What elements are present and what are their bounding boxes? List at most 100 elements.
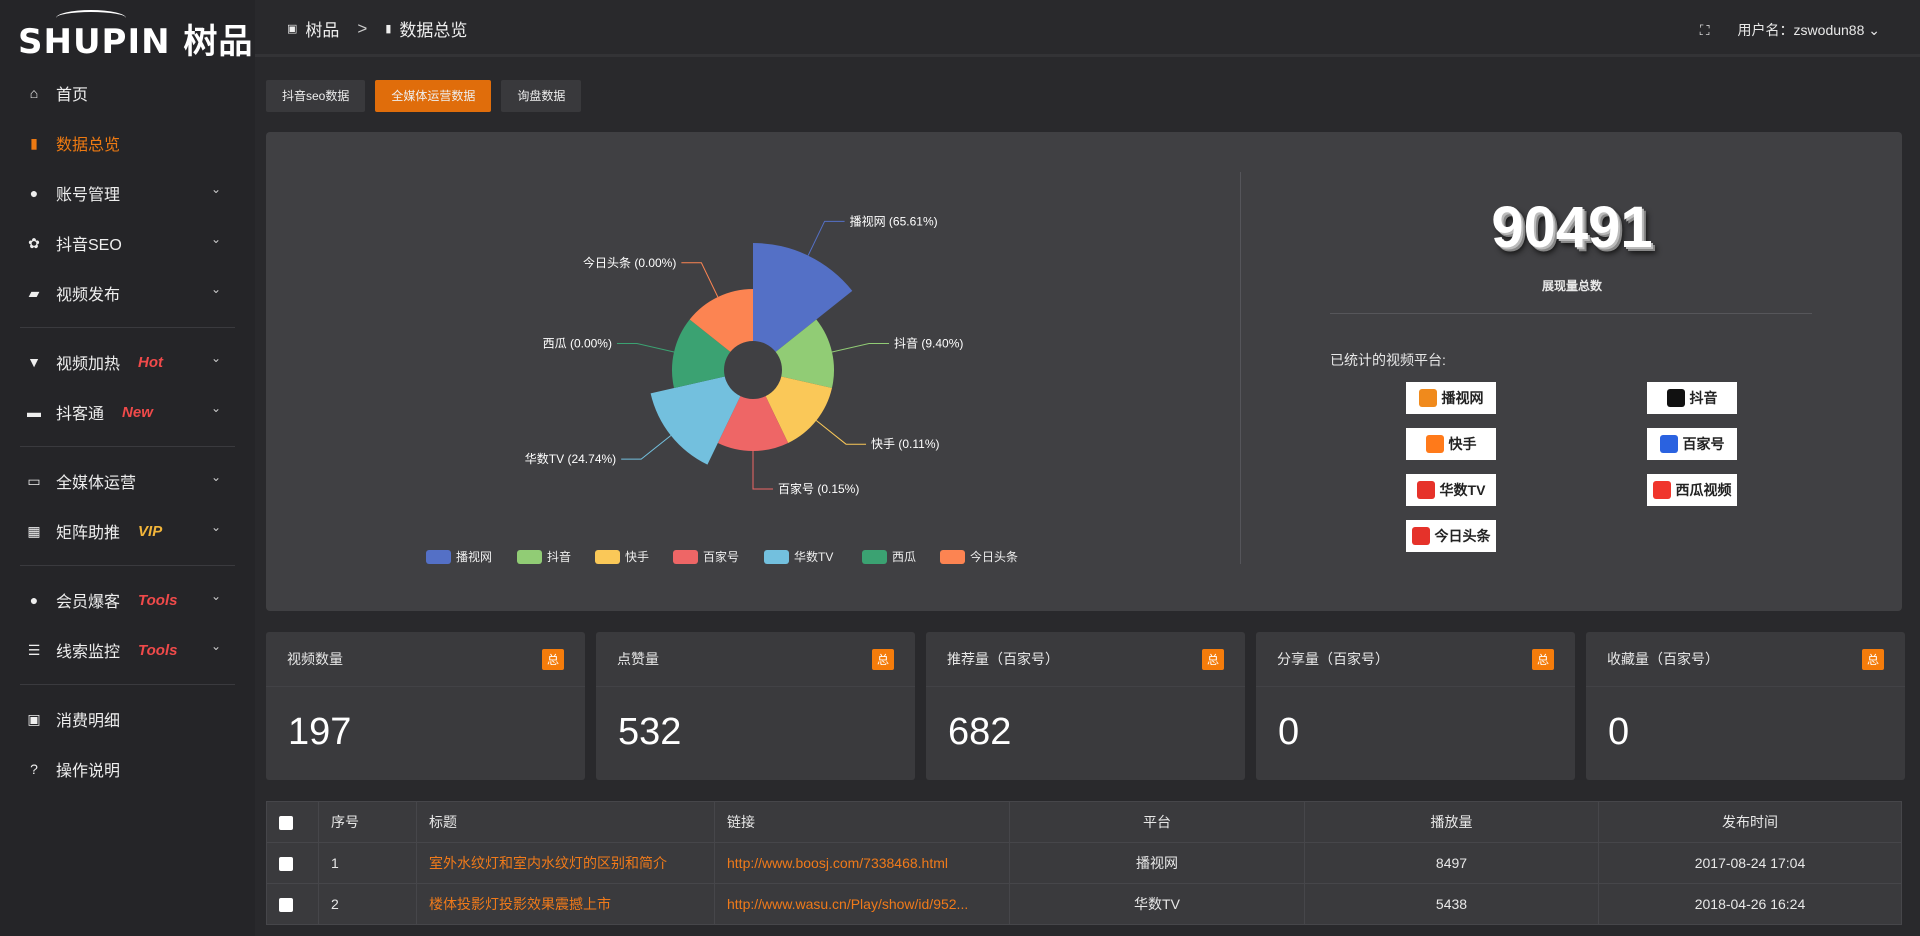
row-title-link[interactable]: 室外水纹灯和室内水纹灯的区别和简介 (416, 842, 715, 884)
stat-card-title: 视频数量 (287, 651, 343, 667)
stat-card-value: 532 (618, 711, 682, 753)
sidebar-item-1[interactable]: ▮ 数据总览 (0, 118, 255, 168)
pie-label-line (752, 451, 773, 490)
bar-chart-icon: ▮ (30, 134, 38, 151)
chart-icon: ▣ (287, 23, 298, 35)
platform-logo-name: 华数TV (1439, 482, 1486, 498)
sidebar-item-tag: Hot (138, 353, 164, 371)
row-checkbox[interactable] (279, 857, 293, 872)
row-checkbox[interactable] (279, 898, 293, 913)
sidebar-nav: ⌂ 首页 ▮ 数据总览 ● 账号管理 ⌄ ✿ 抖音SEO ⌄ ▰ 视频发布 ⌄ ▼ 视频加热 Hot ⌄ ▬ 抖客通… (0, 68, 255, 794)
legend-label[interactable]: 抖音 (547, 549, 571, 564)
total-badge: 总 (541, 648, 564, 670)
monitor-icon: ▭ (27, 472, 41, 489)
sidebar-item-7[interactable]: ▭ 全媒体运营 ⌄ (0, 456, 255, 506)
divider (1240, 172, 1241, 564)
legend-swatch[interactable] (862, 550, 887, 564)
total-impressions: 90491 (1491, 195, 1653, 260)
user-icon: ● (29, 592, 39, 608)
tab-all-media[interactable]: 全媒体运营数据 (375, 80, 492, 112)
chevron-down-icon: ⌄ (210, 589, 221, 603)
sidebar-item-label: 操作说明 (56, 763, 121, 780)
legend-swatch[interactable] (764, 550, 789, 564)
pie-label-line (621, 435, 672, 460)
breadcrumb-current: 数据总览 (399, 21, 468, 40)
tab-inquiry[interactable]: 询盘数据 (501, 80, 582, 112)
sidebar-divider (20, 684, 235, 685)
sidebar-item-8[interactable]: ▦ 矩阵助推 VIP ⌄ (0, 506, 255, 556)
row-select-cell (266, 883, 319, 925)
total-badge: 总 (1201, 648, 1224, 670)
sidebar-item-4[interactable]: ▰ 视频发布 ⌄ (0, 268, 255, 318)
sidebar-divider (20, 446, 235, 447)
pie-slice-5[interactable] (672, 319, 731, 389)
stat-card: 视频数量 总 197 (266, 632, 585, 780)
table-row: 2 楼体投影灯投影效果震撼上市 http://www.wasu.cn/Play/… (266, 883, 1902, 925)
sidebar-item-10[interactable]: ☰ 线索监控 Tools ⌄ (0, 625, 255, 675)
sidebar-item-6[interactable]: ▬ 抖客通 New ⌄ (0, 387, 255, 437)
stat-card: 收藏量（百家号） 总 0 (1586, 632, 1905, 780)
user-menu[interactable]: 用户名：zswodun88 ⌄ (1738, 20, 1880, 40)
chevron-down-icon: ⌄ (210, 470, 221, 484)
sidebar-item-12[interactable]: ? 操作说明 (0, 744, 255, 794)
sidebar-item-5[interactable]: ▼ 视频加热 Hot ⌄ (0, 337, 255, 387)
tab-douyin-seo[interactable]: 抖音seo数据 (266, 80, 366, 112)
row-url-link[interactable]: http://www.boosj.com/7338468.html (714, 842, 1010, 884)
pie-slice-1[interactable] (775, 319, 834, 389)
platform-logo-name: 百家号 (1682, 436, 1725, 452)
col-platform: 平台 (1009, 801, 1305, 843)
breadcrumb-home[interactable]: 树品 (305, 21, 340, 40)
row-title-link[interactable]: 楼体投影灯投影效果震撼上市 (416, 883, 715, 925)
legend-swatch[interactable] (673, 550, 698, 564)
pie-slice-2[interactable] (765, 376, 832, 443)
table-header: 序号 标题 链接 平台 播放量 发布时间 (266, 801, 1902, 843)
legend-label[interactable]: 今日头条 (970, 549, 1018, 564)
sidebar-item-2[interactable]: ● 账号管理 ⌄ (0, 168, 255, 218)
legend-label[interactable]: 华数TV (794, 549, 833, 564)
pie-slice-4[interactable] (650, 376, 741, 465)
sidebar-item-0[interactable]: ⌂ 首页 (0, 68, 255, 118)
legend-label[interactable]: 百家号 (703, 549, 739, 564)
sidebar-item-tag: Tools (138, 641, 178, 659)
fullscreen-icon[interactable]: ⛶ (1699, 21, 1710, 38)
sidebar-item-11[interactable]: ▣ 消费明细 (0, 694, 255, 744)
pie-slice-3[interactable] (717, 396, 789, 451)
legend-swatch[interactable] (595, 550, 620, 564)
sidebar-item-label: 消费明细 (56, 713, 121, 730)
home-icon: ⌂ (29, 85, 39, 101)
pie-slice-0[interactable] (753, 243, 853, 352)
stat-card: 推荐量（百家号） 总 682 (926, 632, 1245, 780)
legend-swatch[interactable] (517, 550, 542, 564)
platform-logo-icon (1652, 481, 1671, 499)
pie-slice-6[interactable] (689, 289, 753, 352)
select-all-checkbox[interactable] (279, 816, 293, 831)
col-link: 链接 (714, 801, 1010, 843)
platform-logo-icon (1411, 527, 1430, 545)
sidebar-item-label: 视频加热 (56, 356, 121, 373)
legend-label[interactable]: 播视网 (456, 549, 492, 564)
stat-card-title: 点赞量 (617, 651, 659, 667)
rose-pie-chart: 播视网 (65.61%) 抖音 (9.40%) 快手 (0.11%) 百家号 (0.1… (426, 213, 1018, 564)
pie-label: 播视网 (65.61%) (850, 213, 938, 228)
platform-logo-name: 快手 (1448, 436, 1477, 452)
tab-bar: 抖音seo数据 全媒体运营数据 询盘数据 (266, 80, 582, 112)
row-url-link[interactable]: http://www.wasu.cn/Play/show/id/952... (714, 883, 1010, 925)
sidebar-item-label: 账号管理 (56, 187, 121, 204)
row-index: 1 (318, 842, 417, 884)
sidebar-item-tag: Tools (138, 591, 178, 609)
stat-card-title: 收藏量（百家号） (1607, 651, 1719, 667)
legend-label[interactable]: 快手 (625, 550, 649, 564)
pie-label: 华数TV (24.74%) (525, 451, 616, 466)
user-icon: ● (29, 185, 39, 201)
logo[interactable]: SHUPIN 树品 (18, 10, 253, 63)
platform-logo-icon (1418, 389, 1437, 407)
sidebar-item-3[interactable]: ✿ 抖音SEO ⌄ (0, 218, 255, 268)
legend-label[interactable]: 西瓜 (892, 550, 916, 564)
bar-chart-icon: ▮ (385, 23, 392, 35)
legend-swatch[interactable] (426, 550, 451, 564)
sidebar-item-9[interactable]: ● 会员爆客 Tools ⌄ (0, 575, 255, 625)
chevron-down-icon: ⌄ (210, 520, 221, 534)
legend-swatch[interactable] (940, 550, 965, 564)
row-publish-time: 2018-04-26 16:24 (1598, 883, 1902, 925)
pie-label: 西瓜 (0.00%) (543, 337, 612, 351)
